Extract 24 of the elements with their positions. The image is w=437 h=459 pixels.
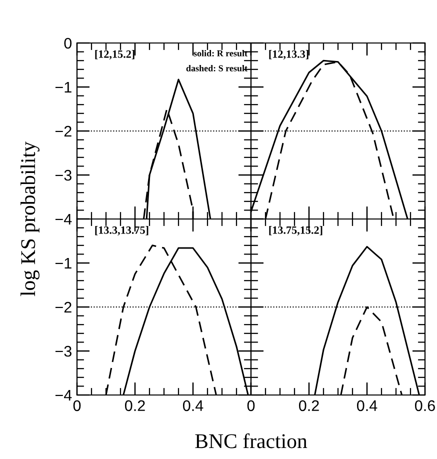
text: [12,15.2] [95, 50, 134, 60]
y-tick-label: −4 [55, 214, 72, 225]
x-tick-label: 0.6 [414, 400, 435, 412]
x-axis-title: BNC fraction [195, 433, 308, 448]
y-tick-label: −4 [55, 390, 72, 401]
y-tick-label: −3 [55, 346, 72, 357]
annotation: solid: R result [194, 50, 248, 56]
x-tick-label: 0.2 [124, 400, 145, 412]
x-tick-label: 0 [73, 400, 81, 412]
y-tick-label: −1 [55, 258, 72, 269]
x-tick-label: 0.4 [182, 400, 204, 412]
x-tick-label: 0.4 [356, 400, 378, 412]
y-tick-label: −2 [55, 126, 72, 137]
y-tick-label: 0 [64, 38, 72, 49]
x-tick-label: 0 [247, 400, 255, 412]
text: [12,13.3] [269, 50, 308, 60]
annotation: dashed: S result [186, 65, 248, 72]
y-axis-title: log KS probability [20, 142, 40, 296]
x-tick-label: 0.2 [298, 400, 319, 412]
y-tick-label: −3 [55, 170, 72, 181]
y-tick-label: −1 [55, 82, 72, 93]
y-tick-label: −2 [55, 302, 72, 313]
text: [13.75,15.2] [269, 226, 322, 236]
text: [13.3,13.75] [95, 226, 148, 236]
